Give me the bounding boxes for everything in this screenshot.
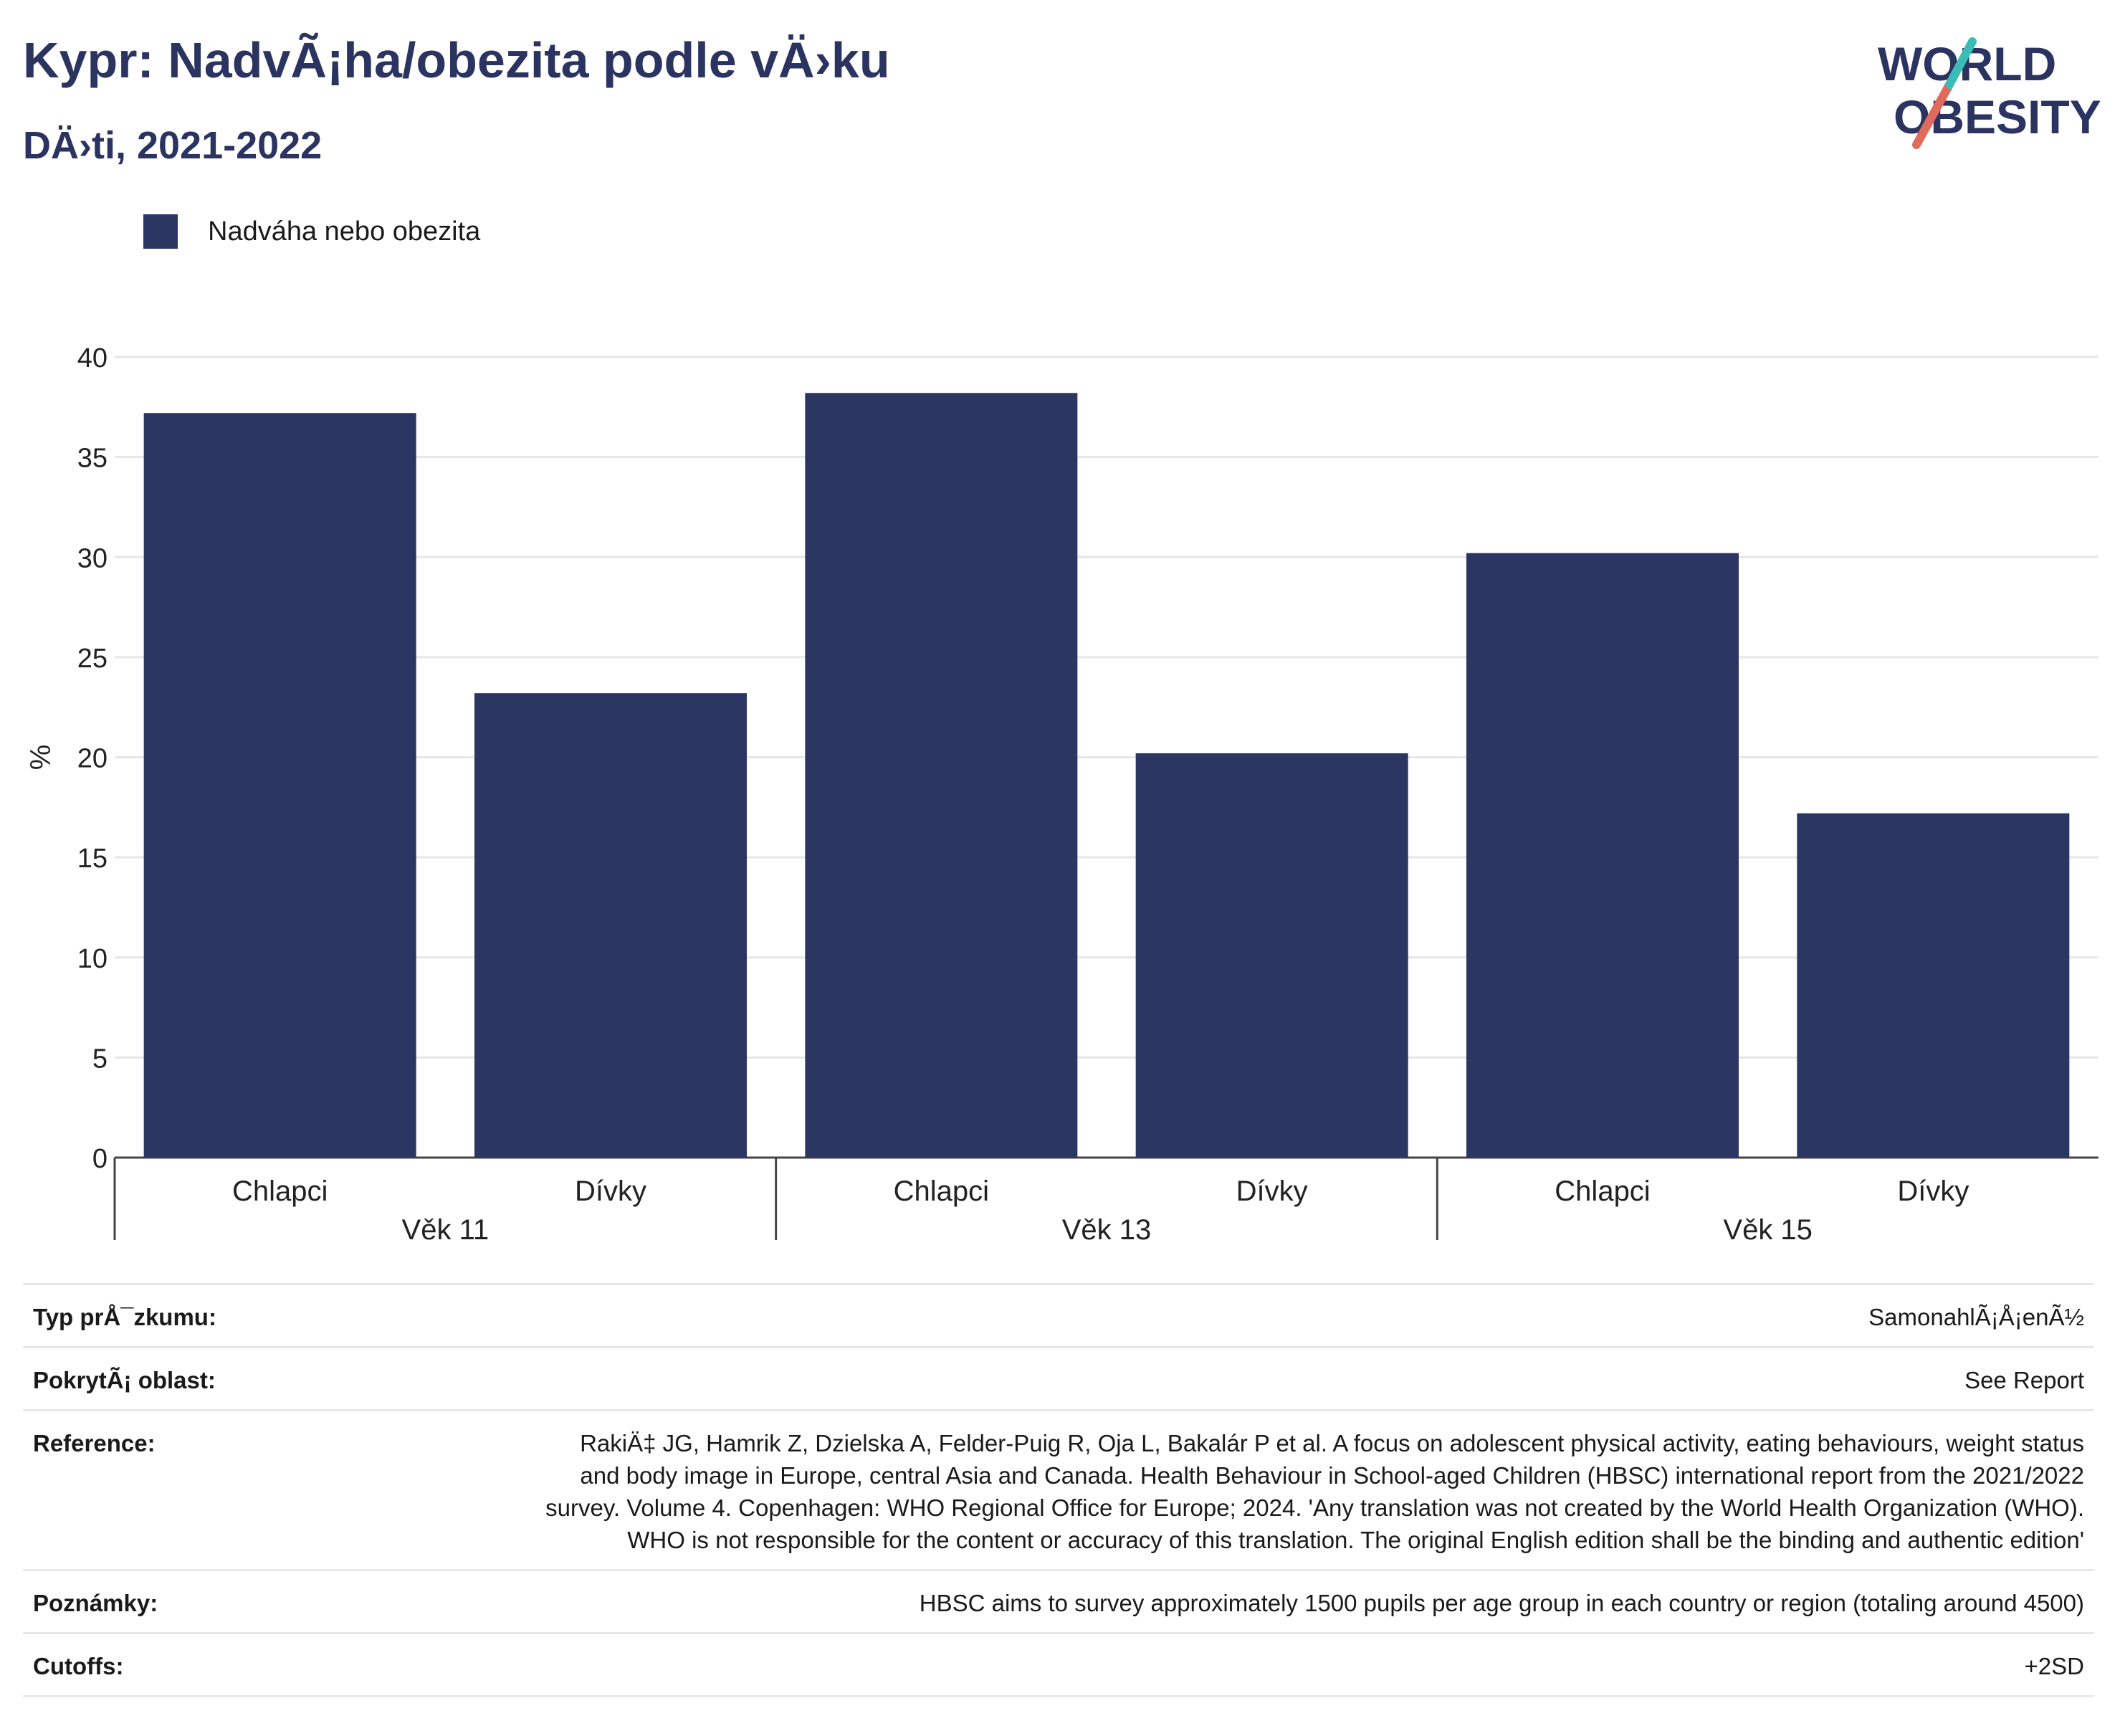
y-axis-label: % xyxy=(25,745,57,771)
bar xyxy=(1135,753,1408,1158)
info-value: +2SD xyxy=(2024,1653,2084,1679)
info-table: Typ prÅ¯zkumu: SamonahlÃ¡Å¡enÃ½ PokrytÃ¡… xyxy=(23,1283,2094,1697)
bar-chart: 0 5 10 15 20 25 30 35 40% Chlapci Dívky Věk 11 Chlap… xyxy=(25,343,2098,1246)
y-tick-label: 35 xyxy=(77,444,108,474)
world-obesity-logo: WORLD OBESITY xyxy=(1878,37,2101,149)
y-tick-label: 30 xyxy=(77,543,108,573)
x-group-label: Věk 15 xyxy=(1723,1214,1813,1246)
info-label: Reference: xyxy=(33,1430,156,1456)
y-tick-label: 10 xyxy=(77,944,108,974)
chart-title: Kypr: NadvÃ¡ha/obezita podle vÄ›ku xyxy=(23,32,890,88)
info-label: Poznámky: xyxy=(33,1590,158,1616)
bar xyxy=(1466,553,1739,1158)
x-category-label: Chlapci xyxy=(894,1175,989,1207)
y-tick-label: 5 xyxy=(92,1044,108,1074)
info-row-cutoffs: Cutoffs: +2SD xyxy=(23,1634,2094,1697)
x-group-label: Věk 11 xyxy=(402,1214,490,1246)
info-label: Cutoffs: xyxy=(33,1653,124,1679)
info-row-reference: Reference: RakiÄ‡ JG, Hamrik Z, Dzielska… xyxy=(23,1411,2094,1571)
y-tick-label: 15 xyxy=(77,844,108,874)
y-tick-label: 25 xyxy=(77,644,108,674)
info-value: HBSC aims to survey approximately 1500 p… xyxy=(919,1590,2084,1616)
x-category-label: Dívky xyxy=(575,1175,646,1207)
legend-label: Nadváha nebo obezita xyxy=(208,216,481,247)
chart-legend: Nadváha nebo obezita xyxy=(143,214,480,249)
y-tick-label: 20 xyxy=(77,744,108,774)
info-row-survey-type: Typ prÅ¯zkumu: SamonahlÃ¡Å¡enÃ½ xyxy=(23,1285,2094,1348)
x-category-label: Chlapci xyxy=(1555,1175,1650,1207)
bar xyxy=(805,393,1078,1158)
info-value: SamonahlÃ¡Å¡enÃ½ xyxy=(1868,1304,2084,1330)
legend-swatch xyxy=(143,214,178,249)
info-label: PokrytÃ¡ oblast: xyxy=(33,1367,216,1393)
x-category-label: Dívky xyxy=(1897,1175,1969,1207)
info-value: See Report xyxy=(1964,1367,2084,1393)
y-tick-label: 40 xyxy=(77,343,108,373)
info-value: RakiÄ‡ JG, Hamrik Z, Dzielska A, Felder-… xyxy=(545,1430,2084,1553)
bar xyxy=(474,693,747,1158)
chart-subtitle: DÄ›ti, 2021-2022 xyxy=(23,124,323,167)
x-group-label: Věk 13 xyxy=(1062,1214,1152,1246)
x-category-label: Dívky xyxy=(1236,1175,1308,1207)
y-tick-label: 0 xyxy=(92,1144,108,1174)
info-row-coverage: PokrytÃ¡ oblast: See Report xyxy=(23,1348,2094,1411)
info-row-notes: Poznámky: HBSC aims to survey approximat… xyxy=(23,1571,2094,1634)
x-category-label: Chlapci xyxy=(232,1175,328,1207)
bar xyxy=(1797,813,2070,1158)
info-label: Typ prÅ¯zkumu: xyxy=(33,1304,216,1330)
bar xyxy=(143,413,416,1158)
